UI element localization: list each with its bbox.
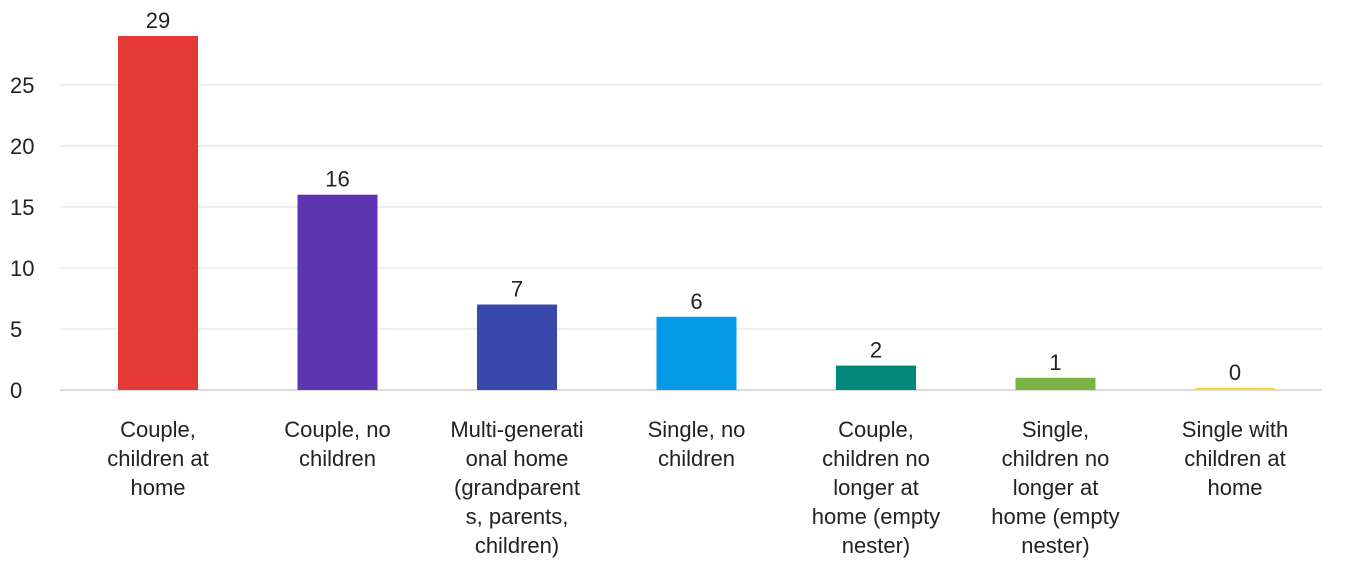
category-label-line: children: [658, 446, 735, 471]
category-label-line: home: [130, 475, 185, 500]
category-label: Single, children no longer at home (empty ne…: [991, 417, 1119, 558]
category-label-line: children no: [822, 446, 930, 471]
category-label-line: Single, no: [648, 417, 746, 442]
data-labels: 29 16 7 6 2 1 0: [146, 8, 1241, 385]
category-label-line: children no: [1002, 446, 1110, 471]
data-label: 7: [511, 277, 523, 302]
category-label-line: s, parents,: [466, 504, 569, 529]
category-label-line: nester): [842, 533, 910, 558]
bar: [656, 316, 737, 390]
category-label-line: longer at: [833, 475, 919, 500]
category-label-line: onal home: [466, 446, 569, 471]
category-label-line: home: [1207, 475, 1262, 500]
data-label: 6: [690, 289, 702, 314]
category-label-line: home (empty: [991, 504, 1119, 529]
y-tick-label: 5: [10, 317, 22, 342]
y-tick-label: 20: [10, 134, 34, 159]
gridlines: [60, 84, 1322, 391]
bar: [297, 194, 378, 390]
y-tick-label: 25: [10, 73, 34, 98]
category-label-line: Multi-generati: [450, 417, 583, 442]
y-tick-label: 10: [10, 256, 34, 281]
category-label: Couple, children no longer at home (empty ne…: [812, 417, 940, 558]
bars: [118, 36, 1275, 390]
bar: [477, 304, 557, 390]
y-tick-label: 0: [10, 378, 22, 403]
bar: [836, 365, 916, 390]
category-label-line: Couple,: [838, 417, 914, 442]
data-label: 2: [870, 338, 882, 363]
category-label: Single, no children: [648, 417, 746, 471]
category-label-line: Single with: [1182, 417, 1288, 442]
category-label-line: nester): [1021, 533, 1089, 558]
category-label-line: children: [299, 446, 376, 471]
y-axis-ticks: 0 5 10 15 20 25: [10, 73, 34, 403]
y-tick-label: 15: [10, 195, 34, 220]
category-label-line: Couple,: [120, 417, 196, 442]
bar: [1195, 388, 1275, 390]
category-label-line: Couple, no: [284, 417, 390, 442]
category-label-line: (grandparent: [454, 475, 580, 500]
data-label: 1: [1049, 350, 1061, 375]
category-label: Couple, no children: [284, 417, 390, 471]
bar: [118, 36, 198, 390]
data-label: 29: [146, 8, 170, 33]
category-labels: Couple, children at home Couple, no children…: [107, 417, 1288, 558]
category-label-line: children at: [107, 446, 209, 471]
category-label-line: children): [475, 533, 559, 558]
data-label: 0: [1229, 360, 1241, 385]
category-label: Single with children at home: [1182, 417, 1288, 500]
category-label-line: Single,: [1022, 417, 1089, 442]
data-label: 16: [325, 167, 349, 192]
category-label: Couple, children at home: [107, 417, 209, 500]
bar: [1015, 377, 1096, 390]
category-label: Multi-generati onal home (grandparent s, pa…: [450, 417, 583, 558]
category-label-line: longer at: [1013, 475, 1099, 500]
category-label-line: home (empty: [812, 504, 940, 529]
category-label-line: children at: [1184, 446, 1286, 471]
